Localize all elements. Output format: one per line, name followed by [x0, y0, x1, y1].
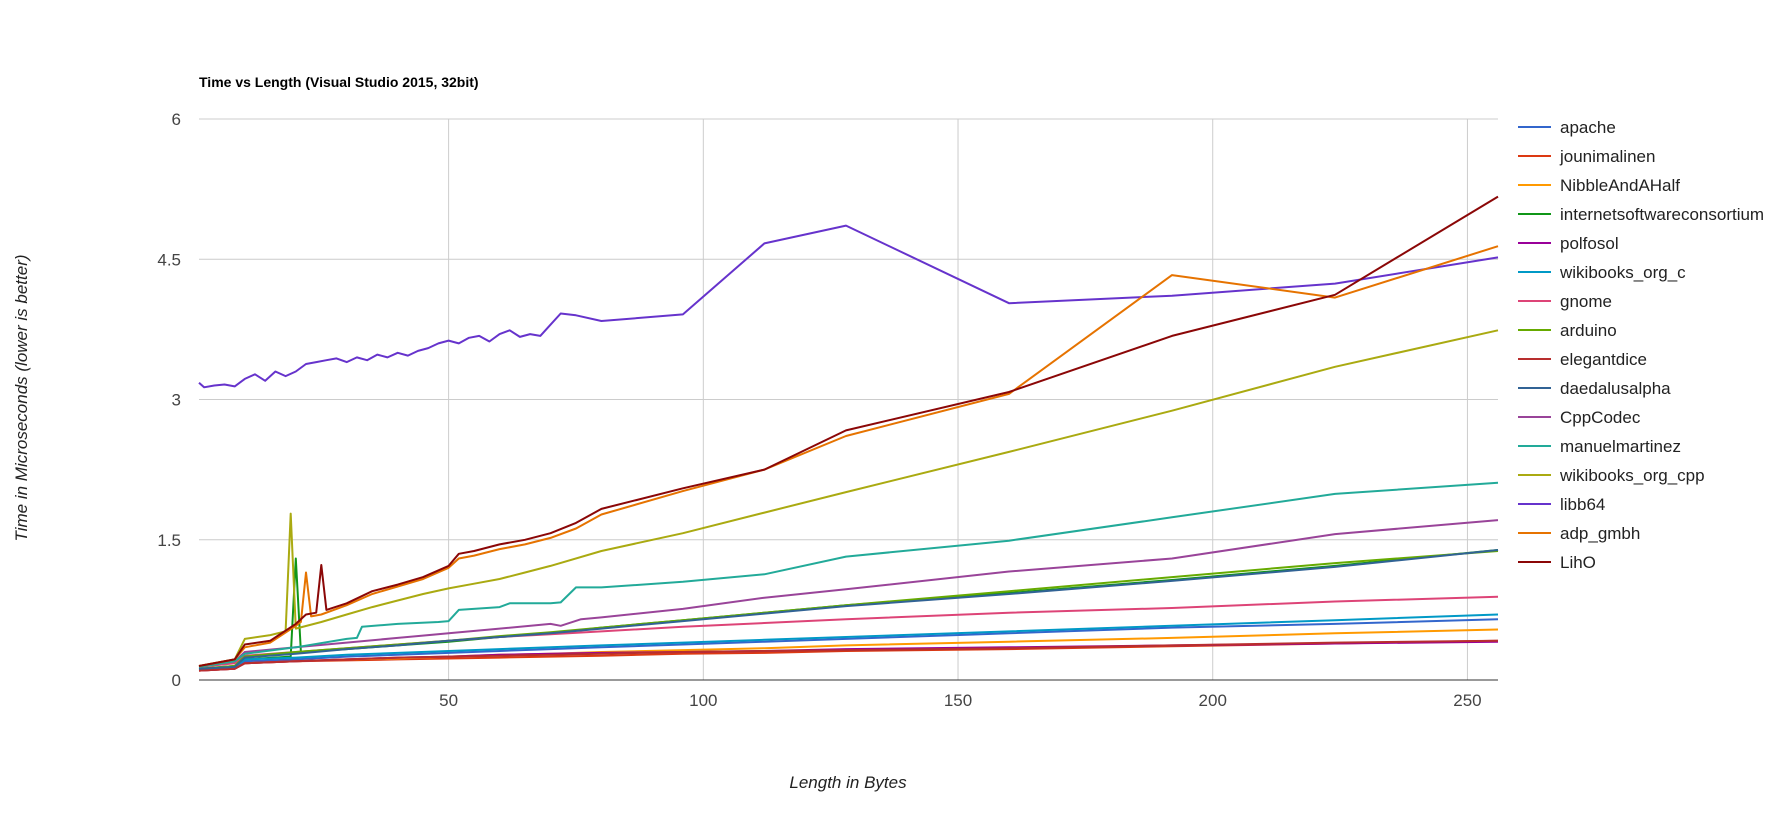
- series-line-daedalusalpha: [198, 549, 1499, 670]
- series-line-manuelmartinez: [198, 481, 1499, 668]
- legend: apache jounimalinen NibbleAndAHalf internet…: [1518, 118, 1764, 572]
- series-line-LihO: [198, 195, 1499, 667]
- legend-label-elegantdice[interactable]: elegantdice: [1560, 350, 1647, 369]
- x-tick-label: 200: [1199, 691, 1227, 710]
- y-tick-label: 1.5: [157, 531, 181, 550]
- y-axis-title: Time in Microseconds (lower is better): [12, 254, 31, 541]
- x-tick-label: 250: [1453, 691, 1481, 710]
- series-line-adp_gmbh: [198, 245, 1499, 667]
- series-line-wikibooks_org_c: [198, 613, 1499, 670]
- legend-label-internetsoftwareconsortium[interactable]: internetsoftwareconsortium: [1560, 205, 1764, 224]
- series-line-libb64: [198, 224, 1499, 389]
- series-line-apache: [198, 618, 1499, 670]
- y-tick-label: 0: [172, 671, 181, 690]
- legend-label-apache[interactable]: apache: [1560, 118, 1616, 137]
- y-tick-label: 6: [172, 110, 181, 129]
- y-tick-label: 4.5: [157, 250, 181, 269]
- legend-label-LihO[interactable]: LihO: [1560, 553, 1596, 572]
- x-tick-label: 100: [689, 691, 717, 710]
- legend-label-gnome[interactable]: gnome: [1560, 292, 1612, 311]
- legend-label-libb64[interactable]: libb64: [1560, 495, 1605, 514]
- legend-label-arduino[interactable]: arduino: [1560, 321, 1617, 340]
- grid-layer: [199, 118, 1498, 680]
- legend-label-wikibooks_org_c[interactable]: wikibooks_org_c: [1559, 263, 1686, 282]
- legend-label-CppCodec[interactable]: CppCodec: [1560, 408, 1641, 427]
- x-tick-label: 50: [439, 691, 458, 710]
- legend-label-NibbleAndAHalf[interactable]: NibbleAndAHalf: [1560, 176, 1680, 195]
- y-tick-label: 3: [172, 391, 181, 410]
- legend-label-daedalusalpha[interactable]: daedalusalpha: [1560, 379, 1671, 398]
- x-axis-title: Length in Bytes: [789, 773, 907, 792]
- series-line-gnome: [198, 595, 1499, 668]
- axis-layer: 0 1.5 3 4.5 6 50 100 150 200 250: [157, 110, 1498, 710]
- x-tick-label: 150: [944, 691, 972, 710]
- legend-label-adp_gmbh[interactable]: adp_gmbh: [1560, 524, 1640, 543]
- legend-label-jounimalinen[interactable]: jounimalinen: [1559, 147, 1655, 166]
- legend-label-manuelmartinez[interactable]: manuelmartinez: [1560, 437, 1681, 456]
- chart-title: Time vs Length (Visual Studio 2015, 32bi…: [199, 74, 479, 90]
- legend-label-wikibooks_org_cpp[interactable]: wikibooks_org_cpp: [1559, 466, 1705, 485]
- series-line-elegantdice: [198, 639, 1499, 672]
- series-layer: [198, 195, 1499, 672]
- legend-label-polfosol[interactable]: polfosol: [1560, 234, 1619, 253]
